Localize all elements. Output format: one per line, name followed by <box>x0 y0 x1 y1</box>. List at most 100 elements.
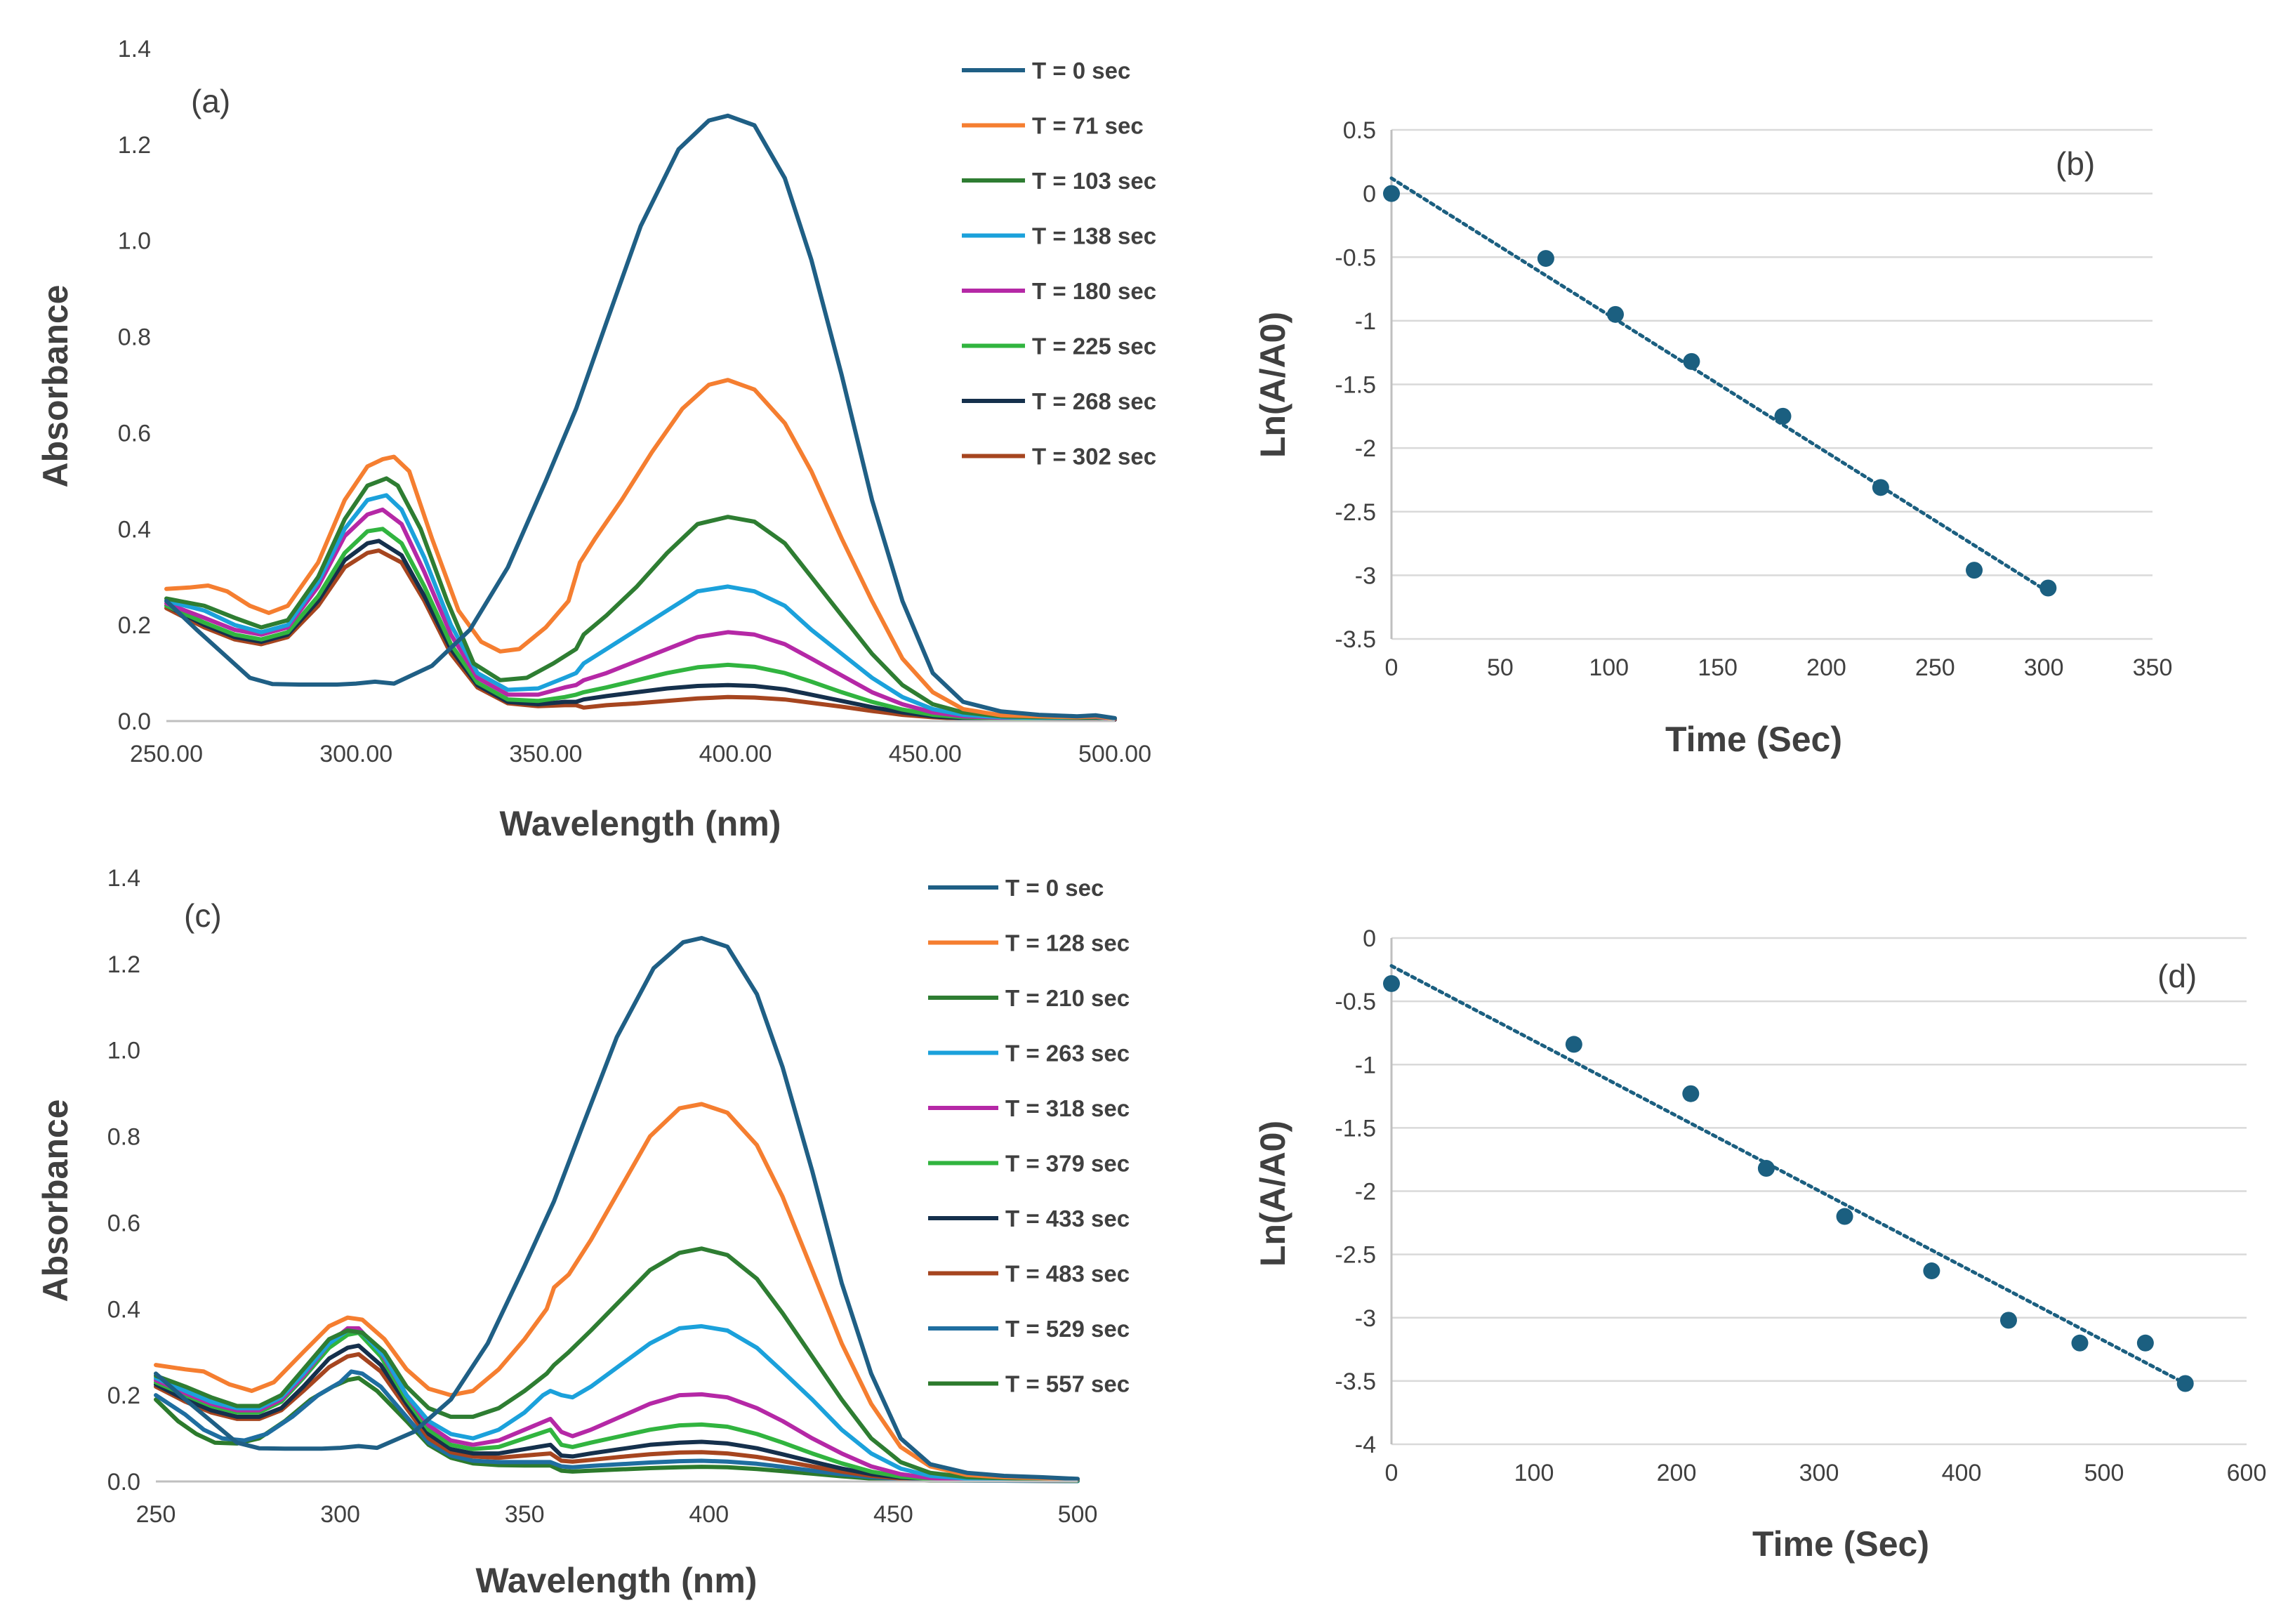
legend-label: T = 0 sec <box>1032 58 1130 84</box>
legend-item: T = 128 sec <box>928 930 1130 956</box>
data-point <box>1923 1262 1940 1280</box>
legend-item: T = 210 sec <box>928 985 1130 1011</box>
y-axis-title: Ln(A/A0) <box>1253 312 1292 458</box>
y-tick-label: 0.8 <box>107 1124 140 1151</box>
y-tick-label: -1 <box>1355 1052 1376 1078</box>
y-tick-label: 0 <box>1363 181 1376 208</box>
data-point <box>1966 562 1983 579</box>
legend-label: T = 103 sec <box>1032 168 1156 194</box>
data-point <box>1683 352 1700 370</box>
x-tick-label: 400.00 <box>699 741 772 767</box>
y-tick-label: 0.6 <box>107 1210 140 1236</box>
data-point <box>1537 250 1554 268</box>
y-tick-label: -0.5 <box>1335 989 1376 1015</box>
legend-label: T = 433 sec <box>1005 1206 1130 1232</box>
legend-item: T = 103 sec <box>962 168 1156 194</box>
x-tick-label: 500.00 <box>1078 741 1151 767</box>
series-line <box>154 1352 1080 1483</box>
y-tick-label: -3 <box>1355 562 1376 589</box>
series-line <box>164 527 1117 722</box>
y-tick-label: -3 <box>1355 1305 1376 1332</box>
legend-item: T = 529 sec <box>928 1316 1130 1342</box>
x-tick-label: 300 <box>1799 1460 1839 1486</box>
x-tick-label: 300 <box>320 1501 360 1528</box>
series-line <box>164 378 1117 721</box>
legend-item: T = 263 sec <box>928 1041 1130 1067</box>
chart-panel-d: 0 -0.5 -1 -1.5 -2 -2.5 -3 -3.5 -4 0 100 200 300 400 5… <box>1253 925 2266 1564</box>
data-point <box>1872 479 1889 496</box>
series-line <box>154 1343 1080 1483</box>
panel-label: (c) <box>184 897 222 934</box>
x-axis-title: Wavelength (nm) <box>500 804 781 843</box>
y-tick-label: 1.4 <box>107 865 140 892</box>
series-line <box>164 476 1117 721</box>
y-axis-title: Absorbance <box>36 285 75 488</box>
y-tick-label: 0.5 <box>1343 117 1376 144</box>
panel-label: (d) <box>2157 958 2197 994</box>
x-tick-label: 150 <box>1698 654 1738 681</box>
trendline <box>1389 176 2050 594</box>
x-tick-label: 200 <box>1806 654 1846 681</box>
y-tick-label: -3.5 <box>1335 626 1376 653</box>
data-point <box>1383 185 1400 202</box>
legend-item: T = 379 sec <box>928 1151 1130 1177</box>
y-tick-label: -3.5 <box>1335 1368 1376 1395</box>
y-tick-label: 0.4 <box>107 1296 140 1323</box>
x-tick-label: 450 <box>873 1501 913 1528</box>
y-tick-label: 0.2 <box>107 1382 140 1409</box>
series-line <box>164 548 1117 722</box>
x-tick-label: 100 <box>1589 654 1629 681</box>
legend-item: T = 0 sec <box>928 875 1104 901</box>
legend-item: T = 557 sec <box>928 1371 1130 1397</box>
x-tick-label: 50 <box>1487 654 1514 681</box>
y-tick-label: -1 <box>1355 308 1376 335</box>
chart-panel-b: 0.5 0 -0.5 -1 -1.5 -2 -2.5 -3 -3.5 0 50 100 150 200 2… <box>1253 117 2172 759</box>
legend-item: T = 180 sec <box>962 278 1156 304</box>
data-point <box>1607 305 1625 323</box>
legend-label: T = 210 sec <box>1005 985 1130 1011</box>
legend-item: T = 225 sec <box>962 334 1156 359</box>
y-tick-label: -2.5 <box>1335 499 1376 526</box>
y-tick-label: 1.2 <box>107 951 140 978</box>
x-tick-label: 0 <box>1385 1460 1398 1486</box>
y-tick-label: 0.0 <box>107 1469 140 1496</box>
y-tick-label: 1.0 <box>118 228 151 255</box>
series-line <box>154 1323 1080 1483</box>
x-axis-title: Time (Sec) <box>1665 720 1842 759</box>
legend-label: T = 318 sec <box>1005 1095 1130 1121</box>
trendline <box>1389 964 2188 1385</box>
data-point <box>1682 1085 1700 1102</box>
data-point <box>1383 975 1400 992</box>
data-point <box>2039 579 2057 597</box>
legend-label: T = 529 sec <box>1005 1316 1130 1342</box>
legend-label: T = 128 sec <box>1005 930 1130 956</box>
y-tick-label: -4 <box>1355 1432 1376 1458</box>
y-tick-label: 1.4 <box>118 36 151 62</box>
legend-item: T = 483 sec <box>928 1261 1130 1287</box>
y-tick-label: 0.4 <box>118 516 151 543</box>
y-tick-label: 1.0 <box>107 1038 140 1064</box>
y-tick-label: -2 <box>1355 1179 1376 1206</box>
x-tick-label: 350.00 <box>509 741 582 767</box>
series-line <box>154 1369 1080 1484</box>
y-tick-label: 0 <box>1363 925 1376 952</box>
series-line <box>154 1102 1080 1481</box>
x-tick-label: 250.00 <box>130 741 203 767</box>
legend-item: T = 318 sec <box>928 1095 1130 1121</box>
series-line <box>164 507 1117 722</box>
legend-label: T = 71 sec <box>1032 113 1144 139</box>
y-axis-title: Ln(A/A0) <box>1253 1121 1292 1267</box>
legend-label: T = 0 sec <box>1005 875 1104 901</box>
y-tick-label: -1.5 <box>1335 372 1376 399</box>
legend-label: T = 379 sec <box>1005 1151 1130 1177</box>
chart-panel-a: 0.0 0.2 0.4 0.6 0.8 1.0 1.2 1.4 250.00 300.00 350… <box>36 36 1156 843</box>
legend-label: T = 225 sec <box>1032 334 1156 359</box>
x-tick-label: 0 <box>1385 654 1398 681</box>
x-tick-label: 400 <box>1942 1460 1982 1486</box>
y-tick-label: 0.2 <box>118 612 151 639</box>
series-line <box>164 539 1117 722</box>
x-tick-label: 250 <box>136 1501 176 1528</box>
x-tick-label: 300.00 <box>319 741 392 767</box>
y-tick-label: -2 <box>1355 435 1376 462</box>
